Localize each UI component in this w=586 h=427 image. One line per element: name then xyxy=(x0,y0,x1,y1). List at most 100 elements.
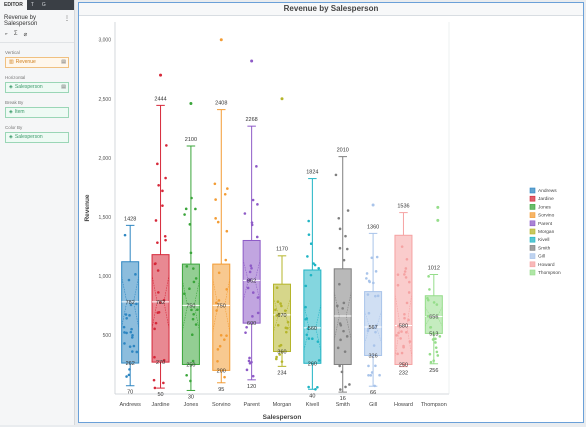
data-point xyxy=(374,364,377,368)
field-options-icon[interactable]: ▤ xyxy=(61,59,66,65)
data-point xyxy=(275,357,278,361)
max-label: 2408 xyxy=(215,101,227,107)
data-point xyxy=(339,324,343,327)
more-menu-icon[interactable]: ⋮ xyxy=(64,16,70,22)
data-point xyxy=(251,198,255,202)
data-point xyxy=(403,312,406,316)
data-point xyxy=(164,238,167,242)
data-point xyxy=(277,312,281,316)
notch-left xyxy=(151,274,158,329)
data-point xyxy=(317,359,321,362)
data-point xyxy=(307,219,310,223)
data-point xyxy=(306,255,309,258)
max-label: 1170 xyxy=(276,247,288,253)
data-point xyxy=(251,374,255,378)
tab-t[interactable]: T xyxy=(30,2,34,8)
data-point xyxy=(438,335,442,338)
data-point xyxy=(339,388,342,391)
legend-label: Kivell xyxy=(538,237,549,243)
shelf-field-horizontal[interactable]: ◈ Salesperson ▤ xyxy=(5,82,69,93)
legend-swatch xyxy=(529,245,536,251)
data-point xyxy=(125,375,128,378)
data-point xyxy=(183,292,186,296)
data-point xyxy=(365,272,369,275)
data-point xyxy=(192,312,195,316)
max-label: 1428 xyxy=(124,216,136,222)
shelf-label: Break By xyxy=(5,100,24,105)
min-label: 66 xyxy=(370,390,376,396)
min-label: 256 xyxy=(429,368,438,374)
data-point xyxy=(152,378,156,382)
data-point xyxy=(345,335,349,338)
data-point xyxy=(366,293,370,296)
data-point xyxy=(192,280,196,284)
data-point xyxy=(395,334,398,337)
data-point xyxy=(400,330,403,333)
legend-label: Parent xyxy=(538,221,553,227)
field-options-icon[interactable]: ▤ xyxy=(61,84,66,90)
median-label: 670 xyxy=(277,313,286,319)
data-point xyxy=(250,221,254,224)
data-point xyxy=(344,234,347,238)
sum-icon[interactable]: Σ xyxy=(13,31,18,37)
data-point xyxy=(404,267,408,270)
data-point xyxy=(226,187,229,190)
data-point xyxy=(367,364,370,368)
data-point xyxy=(129,330,133,334)
min-label: 234 xyxy=(277,370,286,376)
data-point xyxy=(397,324,400,328)
data-point xyxy=(367,279,371,283)
format-icon[interactable]: ⌀ xyxy=(23,32,28,38)
data-point xyxy=(162,358,166,362)
data-point xyxy=(131,350,134,353)
data-point xyxy=(225,288,229,291)
data-point xyxy=(123,233,127,237)
data-point xyxy=(374,294,377,298)
data-point xyxy=(130,327,133,331)
data-point xyxy=(218,344,222,348)
q1-label: 200 xyxy=(217,368,226,374)
data-point xyxy=(189,251,193,255)
data-point xyxy=(135,302,138,306)
data-point xyxy=(373,384,377,388)
data-point xyxy=(367,311,371,315)
editor-toolbar: ⟔ Σ ⌀ xyxy=(0,29,74,43)
data-point xyxy=(156,162,159,166)
data-point xyxy=(404,330,408,334)
notch-right xyxy=(163,274,170,329)
chart-type-icon[interactable]: ⟔ xyxy=(5,31,8,37)
data-point xyxy=(164,176,167,180)
legend-label: Gill xyxy=(538,254,545,260)
q1-label: 260 xyxy=(308,361,317,367)
data-point xyxy=(338,227,342,231)
y-tick-label: 500 xyxy=(103,333,112,339)
shelf-field-break-by[interactable]: ◈ Item xyxy=(5,107,69,118)
tab-g[interactable]: G xyxy=(41,2,46,8)
data-point xyxy=(224,258,228,262)
shelf-label: Color By xyxy=(5,125,23,130)
data-point xyxy=(219,334,223,337)
shelf-field-value: Revenue xyxy=(15,59,36,65)
data-point xyxy=(190,196,193,200)
data-point xyxy=(306,327,310,330)
chart-name[interactable]: Revenue by Salesperson xyxy=(4,15,38,27)
data-point xyxy=(279,302,282,305)
shelf-field-color-by[interactable]: ◈ Salesperson xyxy=(5,132,69,143)
data-point xyxy=(403,362,406,366)
notch-left xyxy=(364,310,371,344)
data-point xyxy=(432,338,435,341)
median-label: 782 xyxy=(156,300,165,306)
chart-name-row: Revenue by Salesperson ⋮ xyxy=(0,10,74,29)
data-point xyxy=(194,277,198,280)
x-tick-label: Jones xyxy=(184,402,199,408)
data-point xyxy=(122,325,126,329)
max-label: 2010 xyxy=(337,148,349,154)
data-point xyxy=(305,317,309,320)
q1-label: 326 xyxy=(368,354,377,360)
median-label: 656 xyxy=(429,315,438,321)
data-point xyxy=(348,383,351,386)
shelf-field-vertical[interactable]: ▥ Revenue ▤ xyxy=(5,57,69,68)
data-point xyxy=(370,371,374,374)
legend-swatch xyxy=(529,220,536,227)
tab-editor[interactable]: EDITOR xyxy=(0,0,27,10)
